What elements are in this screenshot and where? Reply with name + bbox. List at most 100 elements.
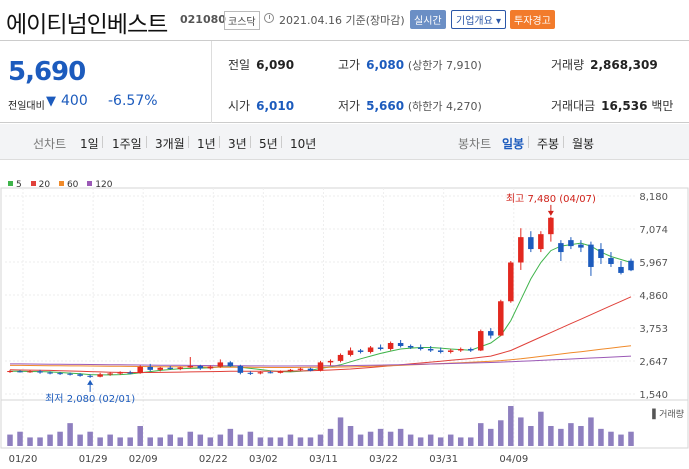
- candle: [67, 372, 73, 376]
- volume-bar: [277, 437, 284, 446]
- candle-body: [257, 372, 264, 374]
- down-arrow-icon: ▼: [46, 94, 56, 109]
- volume-bar: [538, 411, 544, 446]
- candle-daily[interactable]: 일봉: [502, 137, 525, 151]
- volume-label: ▌거래량: [651, 408, 684, 420]
- candle-body: [488, 331, 494, 336]
- y-tick-label: 5,967: [639, 258, 668, 269]
- legend-ma5[interactable]: 5: [8, 180, 22, 190]
- upper-limit: (상한가 7,910): [407, 59, 482, 72]
- period-1y[interactable]: 1년: [197, 137, 216, 151]
- candle: [17, 370, 23, 373]
- candle: [187, 357, 194, 369]
- candle: [538, 231, 544, 253]
- period-3m[interactable]: 3개월: [155, 137, 185, 151]
- amount-value: 16,536: [601, 99, 648, 113]
- candle-body: [217, 362, 224, 367]
- volume-bar: [267, 437, 274, 446]
- candle-body: [357, 350, 364, 352]
- candle-body: [117, 372, 123, 374]
- volume-bar: [107, 434, 113, 446]
- candle-body: [608, 258, 614, 264]
- candle-body: [297, 368, 304, 370]
- separator: [528, 136, 529, 148]
- chart-period-bar: 선차트 1일 1주일 3개월 1년 3년 5년 10년 봉차트 일봉 주봉 월봉: [0, 124, 689, 160]
- volume-bar: [447, 434, 454, 446]
- x-tick-label: 01/29: [79, 454, 108, 465]
- candle: [447, 348, 454, 354]
- x-tick-label: 03/11: [309, 454, 338, 465]
- volume-bar: [47, 434, 53, 446]
- candle: [167, 365, 174, 370]
- volume-bar: [508, 406, 514, 446]
- volume-bar: [598, 428, 604, 446]
- volume-bar: [37, 437, 43, 446]
- candle: [307, 367, 314, 372]
- investment-warning-badge[interactable]: 투자경고: [510, 10, 555, 29]
- candle-body: [57, 373, 63, 375]
- x-tick-label: 01/20: [9, 454, 38, 465]
- candle-body: [17, 371, 23, 373]
- candle-body: [167, 367, 174, 369]
- volume-bar: [207, 437, 214, 446]
- volume-bar: [57, 431, 63, 446]
- candle-body: [247, 372, 254, 374]
- x-tick-label: 04/09: [499, 454, 528, 465]
- candle-body: [7, 371, 13, 373]
- volume-bar: [197, 434, 204, 446]
- candle: [467, 347, 474, 352]
- legend-label: 5: [16, 180, 22, 190]
- candle-body: [177, 367, 184, 369]
- candle: [277, 370, 284, 374]
- volume-bar: [217, 434, 224, 446]
- x-tick-label: 03/02: [249, 454, 278, 465]
- volume-bar: [27, 437, 33, 446]
- period-10y[interactable]: 10년: [290, 137, 317, 151]
- candle-body: [307, 368, 314, 371]
- volume-bar: [157, 437, 163, 446]
- volume-bar: [337, 417, 344, 446]
- candle: [417, 344, 424, 351]
- legend-ma20[interactable]: 20: [30, 180, 50, 190]
- candle-body: [347, 350, 354, 355]
- volume-bar: [117, 437, 123, 446]
- prev-close-value: 6,090: [256, 58, 295, 72]
- volume-bar: [437, 437, 444, 446]
- candle-monthly[interactable]: 월봉: [572, 137, 595, 151]
- candle-body: [127, 372, 133, 374]
- candle: [287, 368, 294, 372]
- candle-body: [498, 301, 504, 336]
- period-1d[interactable]: 1일: [80, 137, 99, 151]
- period-3y[interactable]: 3년: [228, 137, 247, 151]
- volume-bar: [327, 428, 334, 446]
- candle-body: [97, 374, 103, 377]
- ma-line-5: [10, 242, 632, 376]
- candle-body: [528, 237, 534, 250]
- legend-ma120[interactable]: 120: [87, 180, 112, 190]
- divider: [211, 41, 212, 123]
- market-badge: 코스닥: [224, 11, 260, 30]
- separator: [146, 136, 147, 148]
- volume-bar: [167, 434, 174, 446]
- realtime-button[interactable]: 실시간: [410, 10, 446, 29]
- candle: [618, 261, 624, 275]
- candle: [297, 367, 304, 371]
- volume-bar: [618, 434, 624, 446]
- volume-bar: [397, 428, 404, 446]
- legend-ma60[interactable]: 60: [58, 180, 78, 190]
- candle: [27, 370, 33, 373]
- candle-body: [377, 347, 384, 349]
- period-5y[interactable]: 5년: [259, 137, 278, 151]
- volume-bar: [498, 420, 504, 446]
- candle-body: [588, 244, 594, 267]
- candle: [397, 340, 404, 348]
- candle-weekly[interactable]: 주봉: [537, 137, 560, 151]
- separator: [102, 136, 103, 148]
- candle-body: [478, 331, 484, 351]
- period-1w[interactable]: 1주일: [112, 137, 142, 151]
- candle: [578, 240, 584, 253]
- company-overview-dropdown[interactable]: 기업개요 ▾: [451, 10, 506, 29]
- candle-body: [337, 354, 344, 361]
- candle: [57, 371, 63, 375]
- volume-bar: [347, 426, 354, 446]
